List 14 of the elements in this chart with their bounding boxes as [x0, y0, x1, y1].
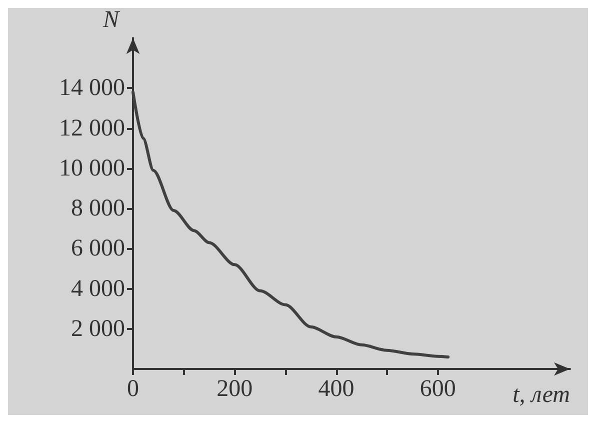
- y-tick-label: 2 000: [71, 316, 125, 342]
- x-tick-label: 600: [420, 376, 456, 402]
- x-axis-title: t, лет: [512, 382, 570, 408]
- y-tick-label: 14 000: [59, 75, 125, 102]
- y-tick-label: 6 000: [71, 236, 125, 262]
- x-tick-label: 400: [318, 376, 354, 402]
- x-tick-label: 0: [127, 376, 139, 402]
- y-tick-label: 10 000: [59, 155, 125, 182]
- y-axis-title: N: [102, 7, 121, 33]
- y-tick-label: 4 000: [71, 276, 125, 302]
- y-tick-label: 8 000: [71, 196, 125, 222]
- line-series: [132, 90, 450, 358]
- x-tick-label: 200: [216, 376, 253, 402]
- y-tick-label: 12 000: [59, 115, 125, 142]
